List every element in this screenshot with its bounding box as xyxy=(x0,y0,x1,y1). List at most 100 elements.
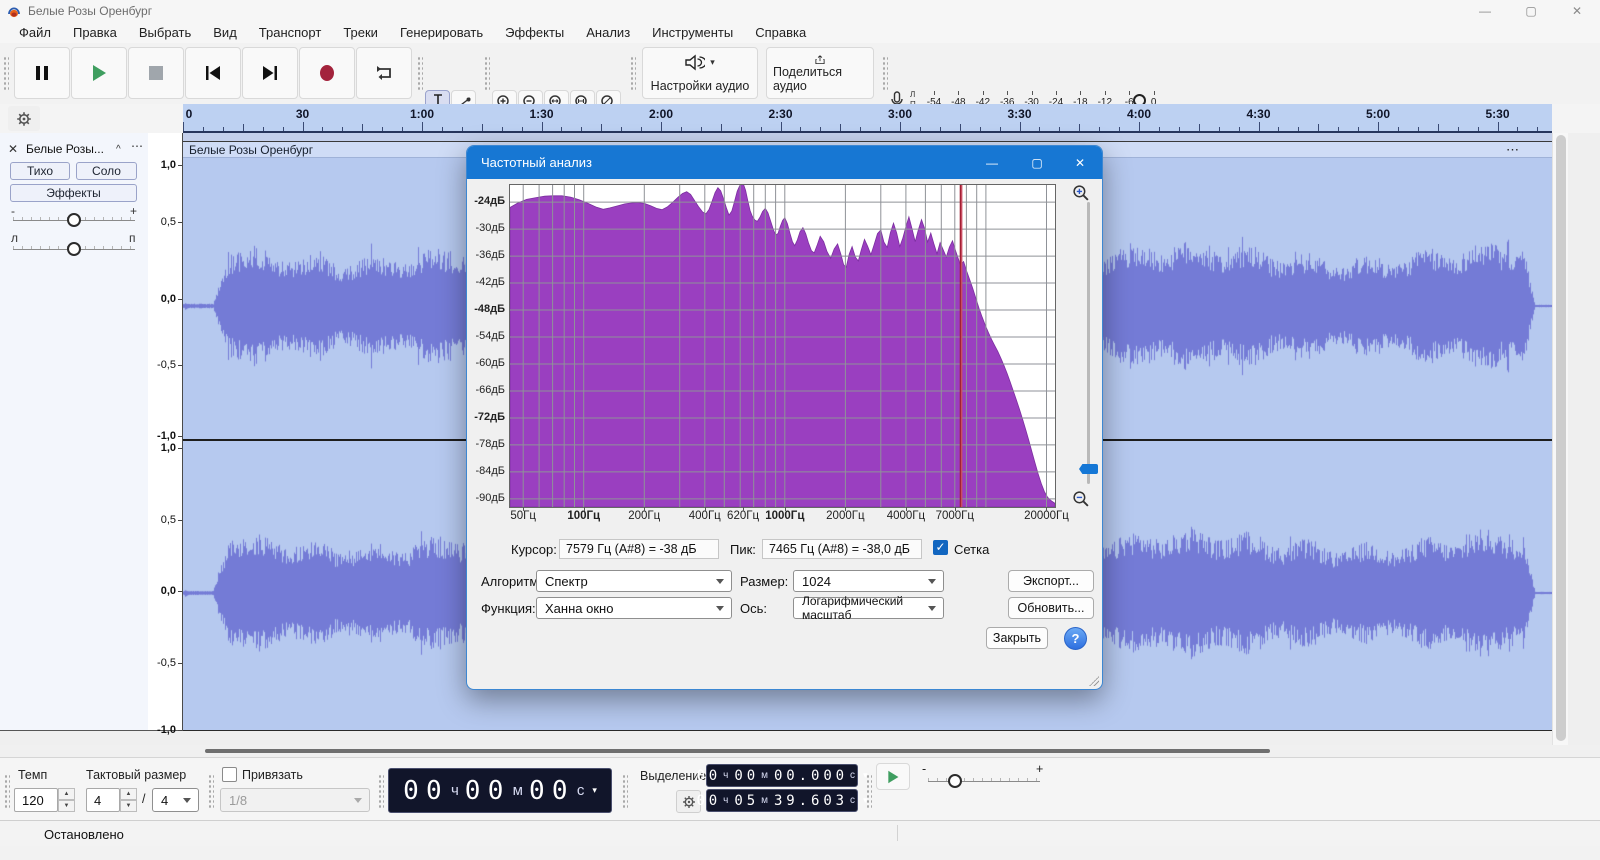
play-at-speed-grip[interactable] xyxy=(866,774,872,808)
peak-label: Пик: xyxy=(730,542,756,557)
timeline-options-button[interactable] xyxy=(8,106,40,131)
horizontal-scrollbar-thumb[interactable] xyxy=(205,749,1270,753)
speed-slider-knob[interactable] xyxy=(948,774,962,788)
clip-overflow-icon[interactable]: ⋯ xyxy=(1506,142,1520,157)
time-signature-spinner[interactable]: ▲ ▼ xyxy=(120,788,137,812)
tempo-spinner[interactable]: ▲ ▼ xyxy=(58,788,75,812)
skip-to-end-button[interactable] xyxy=(242,47,298,99)
timeline-tick xyxy=(481,124,483,131)
audio-setup-button[interactable]: ▾ Настройки аудио xyxy=(642,47,758,99)
menu-item-2[interactable]: Выбрать xyxy=(138,25,192,40)
window-close-button[interactable]: ✕ xyxy=(1571,4,1583,18)
track-menu-dots-icon[interactable]: ⋯ xyxy=(131,139,143,153)
track-title[interactable]: Белые Розы... xyxy=(26,142,104,156)
snap-interval-select[interactable]: 1/8 xyxy=(220,788,370,812)
function-select[interactable]: Ханна окно xyxy=(536,597,732,619)
menu-item-10[interactable]: Справка xyxy=(755,25,807,40)
menu-item-1[interactable]: Правка xyxy=(72,25,117,40)
play-at-speed-button[interactable] xyxy=(876,763,910,790)
timeline-ruler[interactable]: 0 30 1:00 1:30 2:00 2:30 3:00 3:30 4:00 4:30 5:00 5… xyxy=(183,104,1552,133)
algorithm-select[interactable]: Спектр xyxy=(536,570,732,592)
skip-to-start-button[interactable] xyxy=(185,47,241,99)
y-axis-label: -72дБ xyxy=(474,410,505,423)
timeline-label: 30 xyxy=(295,107,310,121)
plot-zoom-out-icon[interactable] xyxy=(1072,490,1090,508)
time-toolbar-grip[interactable] xyxy=(4,774,10,808)
pause-button[interactable] xyxy=(14,47,70,99)
speed-slider-track[interactable] xyxy=(928,781,1040,782)
time-signature-upper-input[interactable]: 4 xyxy=(86,788,120,812)
grid-checkbox[interactable]: ✓ xyxy=(933,540,948,555)
play-button[interactable] xyxy=(71,47,127,99)
spectrum-plot[interactable] xyxy=(509,184,1056,508)
mute-button[interactable]: Тихо xyxy=(10,162,70,180)
menu-item-5[interactable]: Треки xyxy=(343,25,378,40)
menu-item-9[interactable]: Инструменты xyxy=(652,25,734,40)
timesig-spin-up-icon[interactable]: ▲ xyxy=(120,788,137,800)
audio-setup-grip[interactable] xyxy=(630,56,636,90)
menu-item-0[interactable]: Файл xyxy=(19,25,51,40)
tempo-spin-up-icon[interactable]: ▲ xyxy=(58,788,75,800)
pan-slider-knob[interactable] xyxy=(67,242,81,256)
vertical-scrollbar-thumb[interactable] xyxy=(1556,135,1566,741)
record-button[interactable] xyxy=(299,47,355,99)
dialog-titlebar[interactable]: Частотный анализ — ▢ ✕ xyxy=(467,146,1102,179)
selection-options-button[interactable] xyxy=(676,790,701,813)
snap-checkbox[interactable] xyxy=(222,767,237,782)
track-close-icon[interactable]: ✕ xyxy=(8,142,19,156)
transport-toolbar-grip[interactable] xyxy=(3,56,9,90)
meter-tick xyxy=(982,91,984,95)
audio-position-display[interactable]: 00 ч 00 м 00 с ▾ xyxy=(388,768,612,813)
tools-toolbar-grip[interactable] xyxy=(417,56,423,90)
axis-select[interactable]: Логарифмический масштаб xyxy=(793,594,944,622)
track-collapse-icon[interactable]: ^ xyxy=(116,144,121,155)
help-button[interactable]: ? xyxy=(1064,627,1087,650)
window-minimize-button[interactable]: — xyxy=(1479,4,1491,18)
time-display-caret-icon[interactable]: ▾ xyxy=(592,785,597,795)
dialog-close-action-button[interactable]: Закрыть xyxy=(986,627,1048,649)
menu-item-4[interactable]: Транспорт xyxy=(258,25,322,40)
plot-zoom-slider-handle[interactable] xyxy=(1079,464,1098,474)
meter-toolbar-grip[interactable] xyxy=(882,56,888,90)
loop-button[interactable] xyxy=(356,47,412,99)
snap-toolbar-grip[interactable] xyxy=(208,774,214,808)
position-toolbar-grip[interactable] xyxy=(378,774,384,808)
stop-button[interactable] xyxy=(128,47,184,99)
gain-slider-knob[interactable] xyxy=(67,213,81,227)
plot-zoom-in-icon[interactable] xyxy=(1072,184,1090,202)
selection-toolbar-grip[interactable] xyxy=(622,774,628,808)
menu-item-3[interactable]: Вид xyxy=(213,25,237,40)
frequency-analysis-dialog[interactable]: Частотный анализ — ▢ ✕ Курсор: 7579 Гц (… xyxy=(466,145,1103,690)
dialog-close-button[interactable]: ✕ xyxy=(1074,155,1086,170)
time-display-caret-icon[interactable]: ▾ xyxy=(863,770,868,781)
edit-toolbar-grip[interactable] xyxy=(484,56,490,90)
timesig-spin-down-icon[interactable]: ▼ xyxy=(120,800,137,812)
share-audio-button[interactable]: Поделиться аудио xyxy=(766,47,874,99)
menu-item-7[interactable]: Эффекты xyxy=(505,25,565,40)
size-select[interactable]: 1024 xyxy=(793,570,944,592)
dialog-resize-grip[interactable] xyxy=(1089,676,1099,686)
vertical-scrollbar[interactable] xyxy=(1552,133,1568,745)
tempo-input[interactable]: 120 xyxy=(14,788,58,812)
dialog-minimize-button[interactable]: — xyxy=(986,155,998,170)
export-button[interactable]: Экспорт... xyxy=(1008,570,1094,592)
vertical-scale-ruler[interactable]: 1,0 0,5 0,0 -0,5 -1,0 1,0 0,5 0,0 -0,5 -1,0 xyxy=(148,133,183,736)
scale-tick xyxy=(178,730,182,731)
plot-zoom-slider[interactable] xyxy=(1087,202,1090,484)
time-display-caret-icon[interactable]: ▾ xyxy=(863,795,868,806)
dialog-maximize-button[interactable]: ▢ xyxy=(1031,155,1043,170)
tempo-spin-down-icon[interactable]: ▼ xyxy=(58,800,75,812)
window-maximize-button[interactable]: ▢ xyxy=(1525,4,1537,18)
x-axis-label: 200Гц xyxy=(628,510,661,522)
replot-button[interactable]: Обновить... xyxy=(1008,597,1094,619)
menu-item-8[interactable]: Анализ xyxy=(586,25,631,40)
menu-item-6[interactable]: Генерировать xyxy=(399,25,484,40)
scale-tick xyxy=(178,165,182,166)
time-signature-lower-select[interactable]: 4 xyxy=(152,788,199,812)
timeline-tick xyxy=(1139,122,1140,131)
horizontal-scrollbar[interactable] xyxy=(0,745,1600,757)
solo-button[interactable]: Соло xyxy=(76,162,137,180)
effects-button[interactable]: Эффекты xyxy=(10,184,137,202)
